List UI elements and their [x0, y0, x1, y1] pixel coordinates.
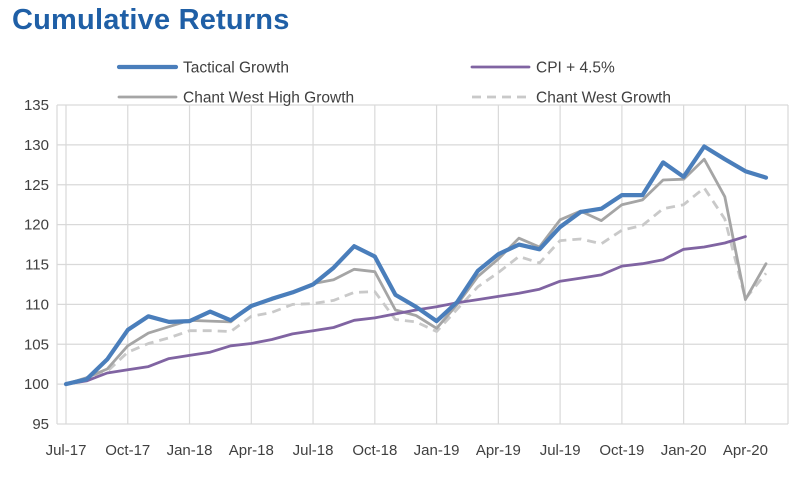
legend: Tactical Growth CPI + 4.5% Chant West High… — [116, 60, 671, 107]
x-tick-label: Apr-19 — [476, 442, 521, 459]
x-tick-label: Jul-18 — [293, 442, 334, 459]
y-tick-label: 135 — [24, 97, 49, 114]
legend-label: Chant West Growth — [536, 90, 671, 107]
legend-item-tactical-growth: Tactical Growth — [116, 60, 289, 77]
y-tick-label: 110 — [25, 296, 49, 313]
x-axis: Jul-17 Oct-17 Jan-18 Apr-18 Jul-18 Oct-18 Jan-… — [46, 442, 768, 459]
chart-title: Cumulative Returns — [12, 4, 290, 36]
series-line-tactical-growth — [63, 144, 769, 387]
y-tick-label: 105 — [24, 336, 49, 353]
x-tick-label: Apr-18 — [229, 442, 274, 459]
legend-item-chant-west-growth: Chant West Growth — [472, 90, 671, 107]
y-tick-label: 115 — [25, 257, 49, 274]
series-lines — [63, 144, 769, 387]
x-tick-label: Jan-20 — [661, 442, 707, 459]
x-tick-label: Jul-19 — [540, 442, 581, 459]
x-tick-label: Jan-19 — [414, 442, 460, 459]
y-axis: 95 100 105 110 115 120 125 130 135 — [24, 97, 49, 433]
legend-label: CPI + 4.5% — [536, 60, 615, 77]
series-line-chant-west-high-growth — [64, 157, 768, 386]
legend-label: Tactical Growth — [183, 60, 289, 77]
y-tick-label: 125 — [24, 177, 49, 194]
x-tick-label: Oct-19 — [599, 442, 644, 459]
legend-label: Chant West High Growth — [183, 90, 354, 107]
series-line-cpi-4-5 — [64, 235, 747, 386]
x-tick-label: Apr-20 — [723, 442, 768, 459]
y-tick-label: 100 — [24, 376, 49, 393]
x-tick-label: Oct-17 — [105, 442, 150, 459]
x-tick-label: Jan-18 — [167, 442, 213, 459]
series-line-chant-west-growth — [65, 186, 768, 386]
legend-item-cpi-4-5: CPI + 4.5% — [470, 60, 615, 77]
x-tick-label: Oct-18 — [352, 442, 397, 459]
y-tick-label: 130 — [24, 137, 49, 154]
y-tick-label: 120 — [24, 217, 49, 234]
y-tick-label: 95 — [32, 416, 49, 433]
legend-item-chant-west-high-growth: Chant West High Growth — [117, 90, 354, 107]
grid — [56, 104, 789, 425]
x-tick-label: Jul-17 — [46, 442, 87, 459]
